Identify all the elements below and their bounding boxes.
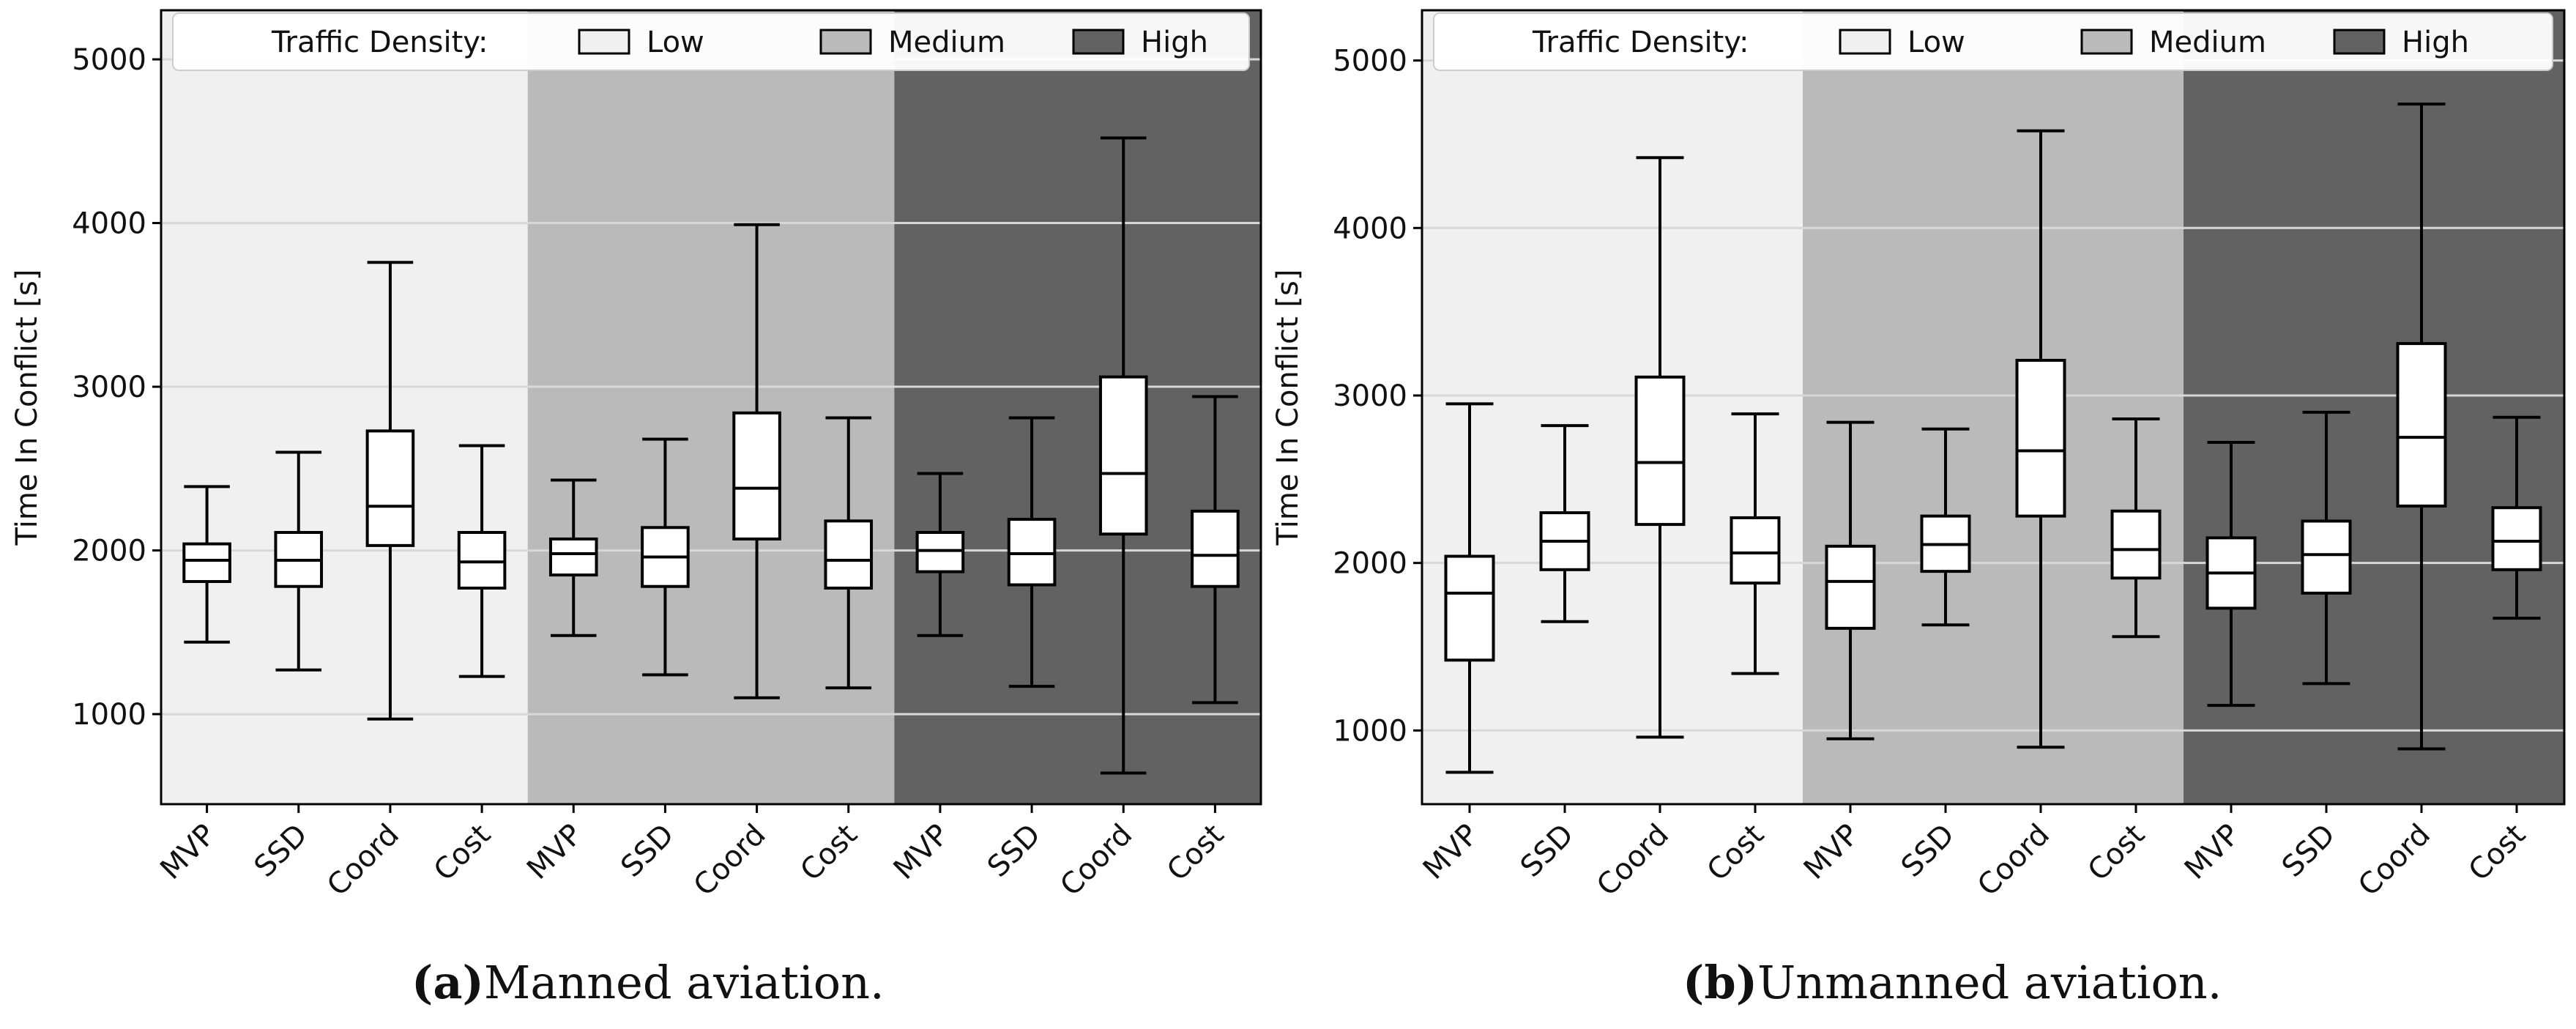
chart-b-x-tick-label: SSD: [2276, 818, 2342, 884]
chart-b-box-low-coord: [1634, 375, 1686, 527]
caption-a-text: Manned aviation.: [483, 956, 885, 1009]
caption-a-letter: a: [433, 956, 463, 1009]
chart-b-x-tick-label: MVP: [1798, 818, 1866, 886]
chart-a-box-high-coord: [1098, 375, 1148, 536]
chart-a-y-tick-label: 5000: [72, 43, 146, 77]
chart-b-box-medium-coord: [2015, 358, 2066, 518]
chart-a-legend-swatch-high: [1072, 29, 1125, 55]
chart-a-box-medium-coord: [732, 411, 781, 540]
chart-a-box-low-cost: [457, 530, 507, 590]
chart-a-y-tick-label: 2000: [72, 535, 146, 568]
chart-b-x-tick-label: SSD: [1895, 818, 1961, 884]
chart-b-x-tick-label: MVP: [2178, 818, 2246, 886]
chart-b-legend-swatch-medium: [2080, 29, 2133, 55]
chart-a-box-medium-mvp: [548, 537, 598, 577]
chart-a-legend: [172, 12, 1250, 71]
chart-b-y-tick-label: 1000: [1333, 714, 1407, 748]
chart-a-band-low: [161, 10, 528, 804]
chart-a-y-tick-label: 3000: [72, 371, 146, 404]
chart-a-legend-label-high: High: [1141, 26, 1208, 59]
chart-b-box-high-coord: [2396, 342, 2447, 508]
chart-b-x-tick-label: Cost: [2082, 818, 2151, 888]
chart-b-x-tick-label: Coord: [2352, 818, 2437, 903]
chart-b-legend-label-high: High: [2402, 26, 2469, 59]
caption-a: (a)Manned aviation.: [412, 956, 885, 1009]
chart-b-box-medium-mvp: [1825, 544, 1876, 630]
chart-a-band-high: [894, 10, 1261, 804]
chart-b-x-tick-label: Coord: [1971, 818, 2056, 903]
chart-a-box-high-ssd: [1007, 518, 1057, 587]
chart-a-legend-swatch-low: [578, 29, 630, 55]
chart-a-legend-title: Traffic Density:: [271, 26, 488, 59]
chart-a-box-low-mvp: [182, 542, 231, 584]
chart-b-x-tick-label: Coord: [1590, 818, 1675, 903]
caption-b-text: Unmanned aviation.: [1757, 956, 2222, 1009]
chart-b-box-low-mvp: [1444, 554, 1495, 662]
chart-b-x-tick-label: SSD: [1514, 818, 1580, 884]
chart-a-box-high-mvp: [915, 530, 965, 573]
chart-a-y-axis-label: Time In Conflict [s]: [10, 270, 44, 546]
chart-a-box-high-cost: [1191, 509, 1240, 588]
chart-b-band-medium: [1803, 10, 2184, 804]
chart-b-legend-label-low: Low: [1907, 26, 1965, 59]
chart-b-x-tick-label: Cost: [2463, 818, 2532, 888]
chart-b-x-tick-label: Cost: [1701, 818, 1771, 888]
chart-b-y-axis-label: Time In Conflict [s]: [1271, 270, 1305, 546]
chart-b-legend-swatch-high: [2333, 29, 2386, 55]
chart-b-box-low-cost: [1730, 516, 1781, 585]
chart-b-box-high-ssd: [2301, 519, 2352, 595]
caption-b: (b)Unmanned aviation.: [1683, 956, 2222, 1009]
chart-b-box-high-cost: [2491, 506, 2542, 571]
chart-a-axes-frame: [160, 9, 1262, 806]
chart-b-box-medium-cost: [2110, 509, 2162, 580]
chart-b-y-tick-label: 5000: [1333, 45, 1407, 78]
chart-a-y-tick-label: 1000: [72, 698, 146, 732]
chart-b-y-tick-label: 2000: [1333, 547, 1407, 581]
chart-b-band-high: [2184, 10, 2564, 804]
chart-a-box-medium-cost: [824, 519, 874, 590]
chart-a-legend-swatch-medium: [819, 29, 872, 55]
chart-a-legend-label-medium: Medium: [888, 26, 1005, 59]
chart-b-band-low: [1422, 10, 1803, 804]
chart-b-legend: [1433, 12, 2553, 71]
chart-b-axes-frame: [1421, 9, 2566, 806]
chart-a-legend-label-low: Low: [647, 26, 704, 59]
chart-a-box-low-coord: [365, 429, 415, 547]
chart-a-band-medium: [527, 10, 895, 804]
chart-b-legend-label-medium: Medium: [2149, 26, 2266, 59]
chart-b-legend-title: Traffic Density:: [1532, 26, 1749, 59]
chart-b-y-tick-label: 4000: [1333, 212, 1407, 245]
chart-a-y-tick-label: 4000: [72, 207, 146, 241]
chart-b-y-tick-label: 3000: [1333, 379, 1407, 413]
chart-b-x-tick-label: MVP: [1417, 818, 1485, 886]
caption-b-letter: b: [1704, 956, 1736, 1009]
chart-b-legend-swatch-low: [1839, 29, 1891, 55]
